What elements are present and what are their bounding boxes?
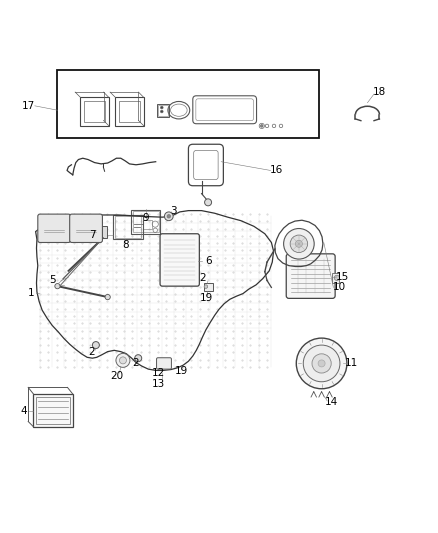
- Text: 7: 7: [89, 230, 95, 240]
- Bar: [119, 101, 140, 122]
- Bar: [33, 394, 73, 427]
- Text: 2: 2: [88, 346, 95, 357]
- FancyBboxPatch shape: [38, 214, 71, 243]
- Bar: [157, 103, 169, 117]
- Text: 18: 18: [373, 87, 386, 97]
- Text: 13: 13: [152, 378, 166, 389]
- FancyBboxPatch shape: [286, 254, 335, 298]
- Text: 5: 5: [49, 276, 56, 286]
- Bar: [84, 101, 105, 122]
- FancyBboxPatch shape: [70, 214, 102, 243]
- Bar: [204, 282, 213, 290]
- Circle shape: [116, 353, 130, 367]
- Text: 2: 2: [132, 358, 138, 368]
- Bar: [57, 70, 319, 138]
- Circle shape: [303, 345, 340, 382]
- Circle shape: [160, 110, 163, 113]
- Text: 17: 17: [21, 101, 35, 111]
- Circle shape: [120, 357, 127, 364]
- Circle shape: [312, 354, 331, 373]
- Text: 19: 19: [200, 293, 213, 303]
- Circle shape: [290, 235, 307, 253]
- Bar: [115, 216, 141, 238]
- Text: 20: 20: [110, 370, 123, 381]
- Text: 10: 10: [332, 282, 346, 293]
- Circle shape: [164, 212, 173, 221]
- Bar: [115, 98, 144, 126]
- Text: 19: 19: [174, 366, 187, 376]
- Text: 4: 4: [20, 407, 27, 416]
- Circle shape: [160, 106, 163, 109]
- Bar: [131, 210, 160, 234]
- Text: 16: 16: [270, 165, 283, 175]
- Circle shape: [135, 354, 142, 362]
- Text: 9: 9: [142, 213, 149, 223]
- Circle shape: [296, 338, 347, 389]
- Text: 12: 12: [152, 368, 166, 378]
- Bar: [81, 98, 109, 126]
- Circle shape: [284, 229, 314, 259]
- Bar: [36, 397, 70, 424]
- Bar: [144, 220, 152, 229]
- Bar: [158, 104, 168, 116]
- Text: 8: 8: [122, 240, 128, 250]
- Text: 11: 11: [345, 358, 358, 368]
- Circle shape: [261, 125, 263, 127]
- Bar: [332, 273, 339, 282]
- Bar: [113, 215, 143, 239]
- Circle shape: [334, 275, 339, 280]
- Circle shape: [167, 215, 170, 218]
- Text: 6: 6: [205, 256, 212, 266]
- Text: 2: 2: [200, 273, 206, 283]
- Circle shape: [55, 284, 60, 289]
- Bar: [99, 226, 107, 238]
- Circle shape: [318, 360, 325, 367]
- Circle shape: [92, 342, 99, 349]
- Text: 3: 3: [170, 206, 177, 216]
- Circle shape: [295, 240, 302, 247]
- Circle shape: [205, 199, 212, 206]
- Text: 14: 14: [325, 397, 338, 407]
- FancyBboxPatch shape: [156, 358, 171, 369]
- Circle shape: [105, 294, 110, 300]
- Bar: [133, 212, 159, 232]
- Text: 1: 1: [28, 288, 35, 298]
- Text: 15: 15: [336, 272, 349, 282]
- FancyBboxPatch shape: [160, 234, 199, 286]
- Circle shape: [204, 285, 208, 288]
